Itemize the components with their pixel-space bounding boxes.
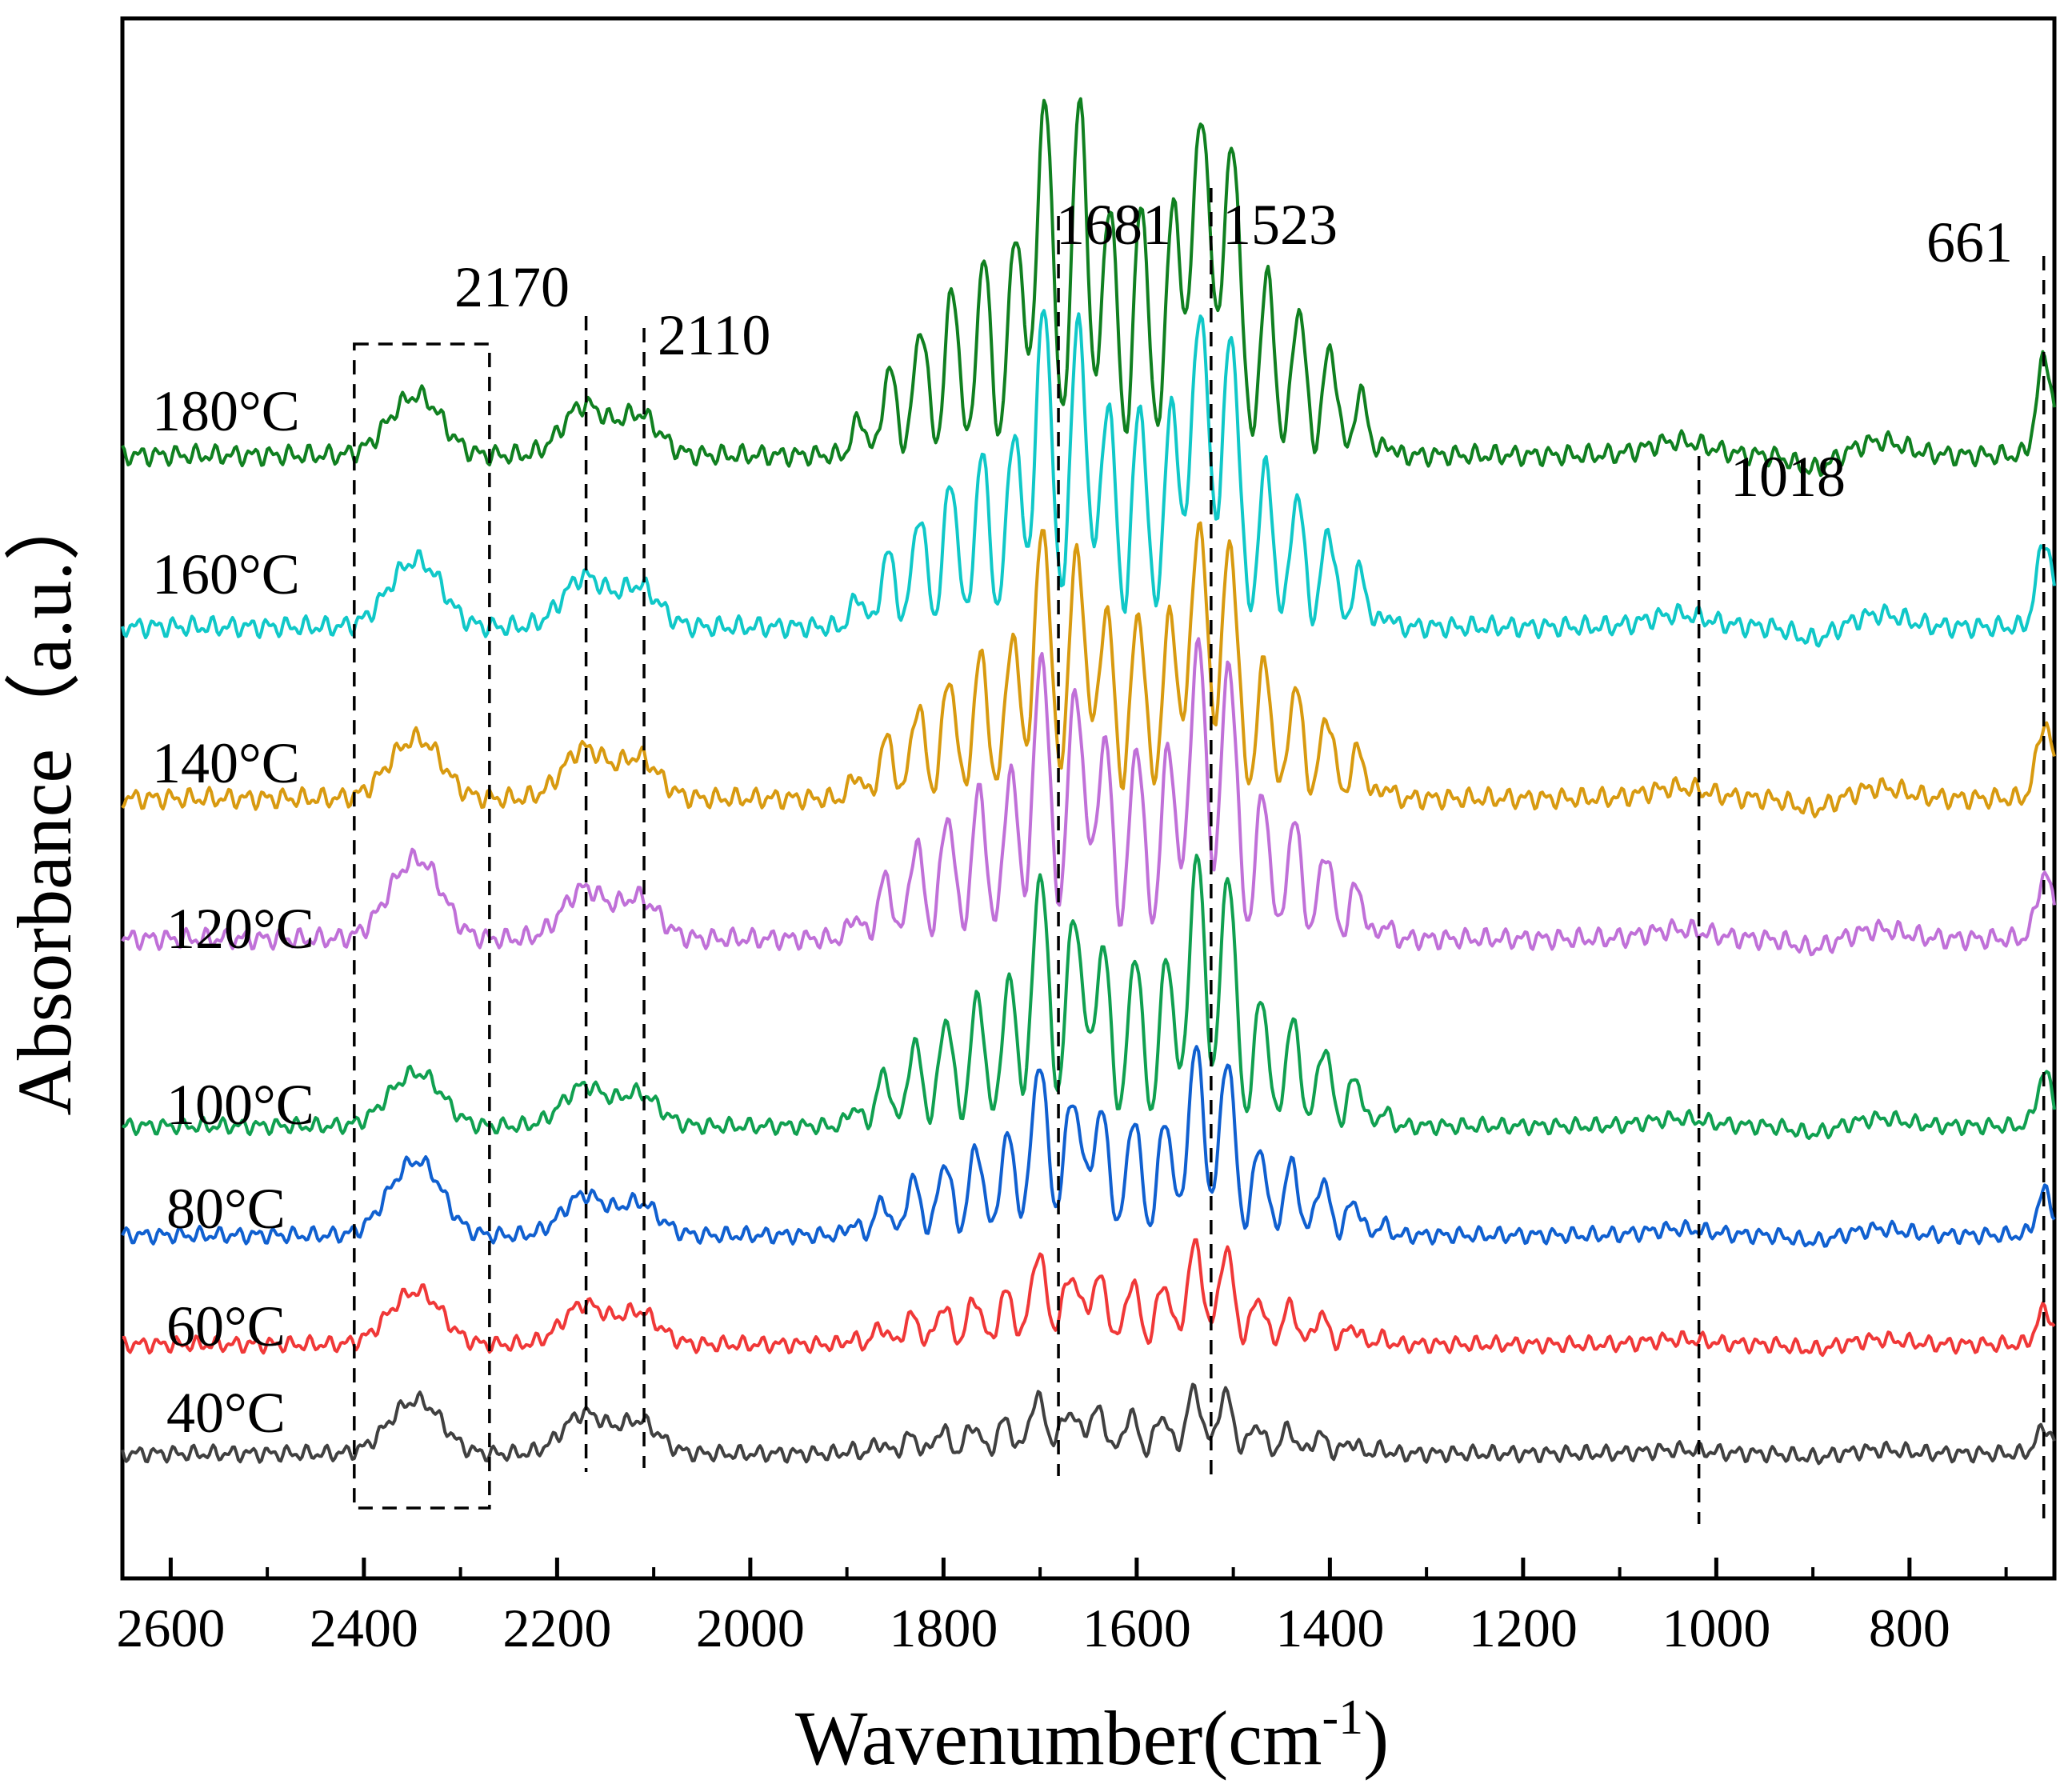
trace-80c bbox=[121, 1045, 2056, 1248]
x-axis-title-close: ) bbox=[1363, 1695, 1389, 1781]
annotation-1523: 1523 bbox=[1222, 193, 1338, 257]
trace-160c bbox=[121, 309, 2056, 648]
series-label-180: 180°C bbox=[152, 379, 300, 443]
series-label-140: 140°C bbox=[152, 731, 300, 795]
annotation-661: 661 bbox=[1926, 210, 2013, 274]
plot-frame bbox=[120, 16, 2057, 1581]
annotation-2170: 2170 bbox=[454, 255, 570, 319]
x-tick-label-800: 800 bbox=[1869, 1598, 1950, 1658]
x-tick-label-2600: 2600 bbox=[116, 1598, 225, 1658]
trace-40c bbox=[121, 1382, 2056, 1466]
series-labels: 180°C 160°C 140°C 120°C 100°C 80°C 60°C … bbox=[152, 379, 314, 1445]
trace-180c bbox=[121, 97, 2056, 478]
annotation-1681: 1681 bbox=[1056, 193, 1171, 257]
series-label-160: 160°C bbox=[152, 542, 300, 606]
x-axis-title-superscript: -1 bbox=[1322, 1690, 1364, 1745]
annotation-2110: 2110 bbox=[658, 303, 770, 367]
series-label-60: 60°C bbox=[166, 1294, 286, 1358]
x-axis-title: Wavenumber(cm-1) bbox=[795, 1690, 1389, 1781]
series-label-100: 100°C bbox=[166, 1073, 314, 1137]
annotation-1018: 1018 bbox=[1730, 445, 1846, 509]
trace-60c bbox=[122, 1238, 2056, 1358]
x-axis-title-main: Wavenumber(cm bbox=[795, 1695, 1322, 1781]
trace-120c bbox=[121, 637, 2056, 957]
series-label-80: 80°C bbox=[166, 1177, 286, 1241]
x-tick-label-2000: 2000 bbox=[696, 1598, 805, 1658]
series-label-40: 40°C bbox=[166, 1381, 286, 1445]
x-tick-label-2200: 2200 bbox=[502, 1598, 611, 1658]
highlight-box-co2 bbox=[353, 342, 491, 1510]
x-tick-label-1400: 1400 bbox=[1275, 1598, 1384, 1658]
peak-guides bbox=[353, 188, 2046, 1528]
trace-100c bbox=[122, 854, 2056, 1140]
series-label-120: 120°C bbox=[166, 897, 314, 961]
peak-annotations: 2170 2110 1681 1523 1018 661 bbox=[454, 193, 2013, 509]
x-tick-label-1800: 1800 bbox=[889, 1598, 998, 1658]
spectra-traces bbox=[121, 97, 2056, 1466]
x-tick-label-1600: 1600 bbox=[1082, 1598, 1191, 1658]
trace-140c bbox=[121, 521, 2056, 818]
x-axis-ticks: 2600 2400 2200 2000 1800 1600 1400 1200 1000 800 bbox=[116, 1558, 2008, 1658]
x-tick-label-1200: 1200 bbox=[1469, 1598, 1578, 1658]
y-axis-title: Absorbance（a.u.） bbox=[2, 484, 87, 1115]
x-tick-label-1000: 1000 bbox=[1662, 1598, 1770, 1658]
x-tick-label-2400: 2400 bbox=[310, 1598, 418, 1658]
